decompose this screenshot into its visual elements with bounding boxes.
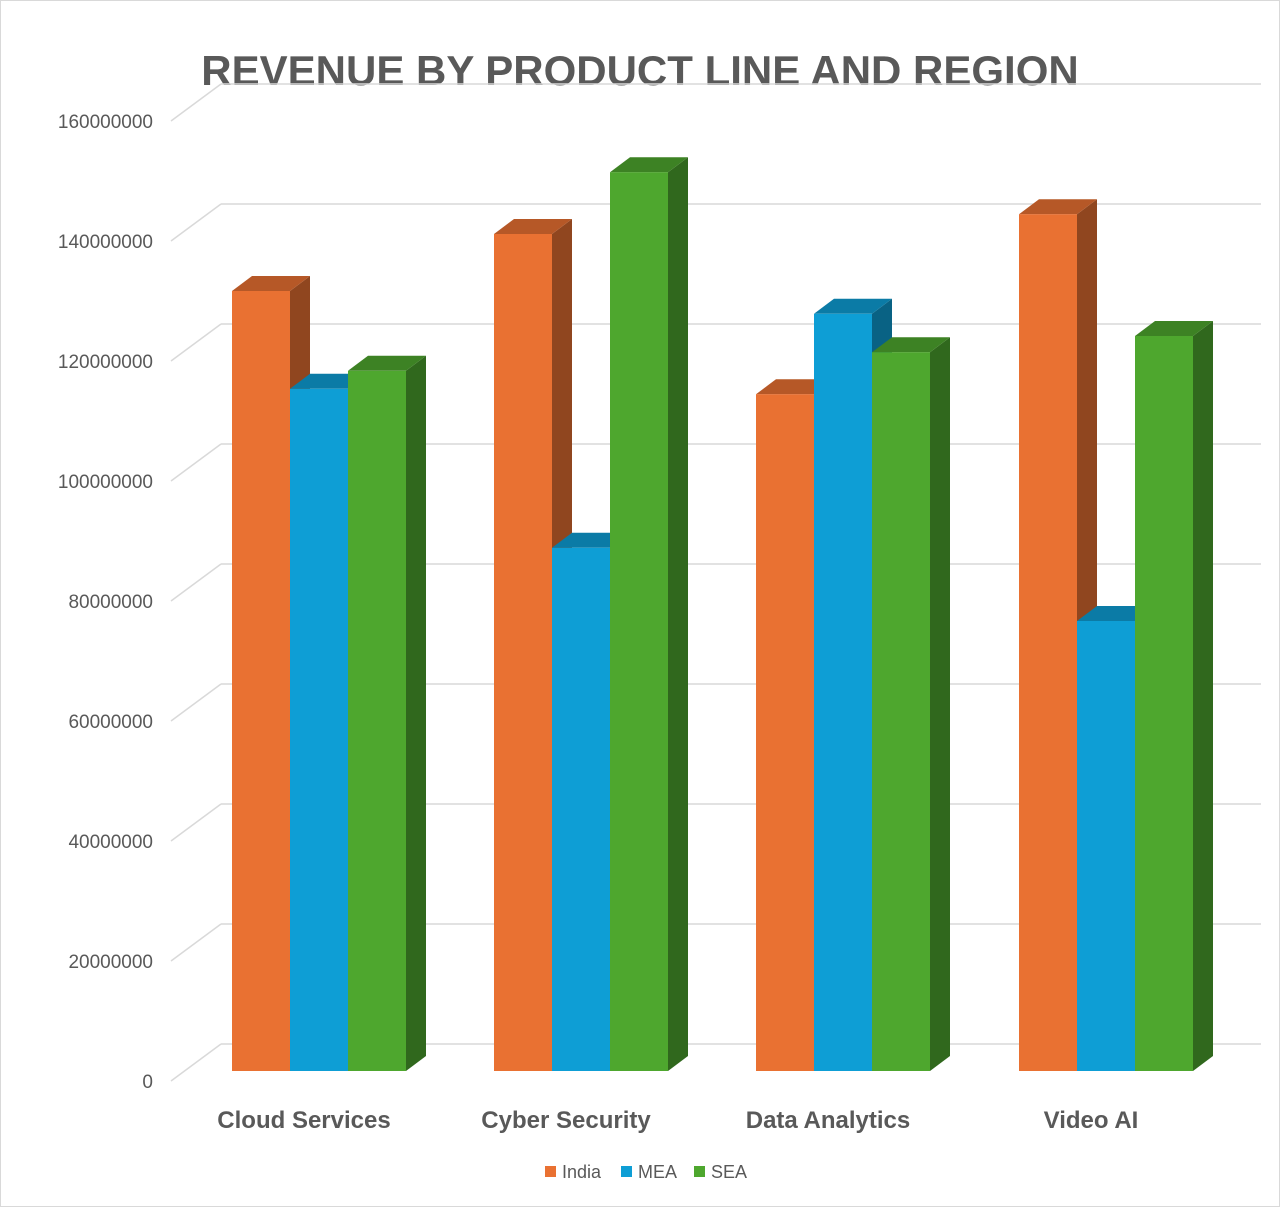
legend-swatch-mea	[621, 1166, 632, 1177]
bar-front	[872, 352, 930, 1071]
bar-sea-0	[348, 355, 426, 1071]
y-tick-label: 80000000	[68, 592, 153, 613]
y-tick-label: 100000000	[58, 472, 153, 493]
bar-top	[814, 298, 892, 314]
legend: India MEA SEA	[545, 1162, 747, 1182]
legend-swatch-sea	[694, 1166, 705, 1177]
bar-top	[348, 355, 426, 371]
y-axis: 0 20000000 40000000 60000000 80000000 1000000…	[58, 112, 153, 1093]
bar-side	[406, 355, 426, 1071]
x-tick-label: Cloud Services	[217, 1107, 390, 1134]
bar-side	[1193, 321, 1213, 1071]
bar-front	[1019, 214, 1077, 1071]
chart-title: REVENUE BY PRODUCT LINE AND REGION	[201, 47, 1078, 94]
bar-front	[1135, 336, 1193, 1071]
x-tick-label: Cyber Security	[481, 1107, 651, 1134]
grid-diagonal	[170, 83, 222, 122]
bar-front	[290, 388, 348, 1071]
legend-label: India	[562, 1162, 602, 1182]
grid-diagonal	[170, 443, 222, 482]
bar-front	[610, 172, 668, 1071]
bar-top	[1019, 199, 1097, 215]
y-tick-label: 60000000	[68, 712, 153, 733]
legend-label: MEA	[638, 1162, 677, 1182]
y-tick-label: 120000000	[58, 352, 153, 373]
y-tick-label: 0	[142, 1072, 153, 1093]
bar-side	[930, 337, 950, 1071]
bar-top	[232, 276, 310, 291]
bar-sea-1	[610, 157, 688, 1071]
x-tick-label: Data Analytics	[746, 1107, 911, 1134]
y-tick-label: 160000000	[58, 112, 153, 133]
bar-front	[494, 234, 552, 1071]
bar-top	[494, 219, 572, 234]
bar-front	[1077, 621, 1135, 1071]
legend-label: SEA	[711, 1162, 747, 1182]
grid-diagonal	[170, 1043, 222, 1082]
x-axis: Cloud Services Cyber Security Data Analyti…	[217, 1107, 1138, 1134]
legend-swatch-india	[545, 1166, 556, 1177]
bar-sea-2	[872, 337, 950, 1071]
bar-front	[756, 394, 814, 1071]
y-tick-label: 140000000	[58, 232, 153, 253]
bar-top	[872, 337, 950, 353]
bar-front	[232, 291, 290, 1071]
grid-diagonal	[170, 203, 222, 242]
grid-diagonal	[170, 323, 222, 362]
bar-top	[610, 157, 688, 173]
y-tick-label: 20000000	[68, 952, 153, 973]
bar-front	[552, 547, 610, 1071]
bar-side	[668, 157, 688, 1071]
bar-front	[814, 313, 872, 1071]
grid-diagonal	[170, 803, 222, 842]
grid-diagonal	[170, 563, 222, 602]
bars	[232, 157, 1213, 1071]
y-tick-label: 40000000	[68, 832, 153, 853]
grid-diagonal	[170, 683, 222, 722]
bar-top	[1135, 321, 1213, 336]
bar-sea-3	[1135, 321, 1213, 1071]
x-tick-label: Video AI	[1044, 1107, 1139, 1134]
grid-diagonal	[170, 923, 222, 962]
bar-front	[348, 370, 406, 1071]
